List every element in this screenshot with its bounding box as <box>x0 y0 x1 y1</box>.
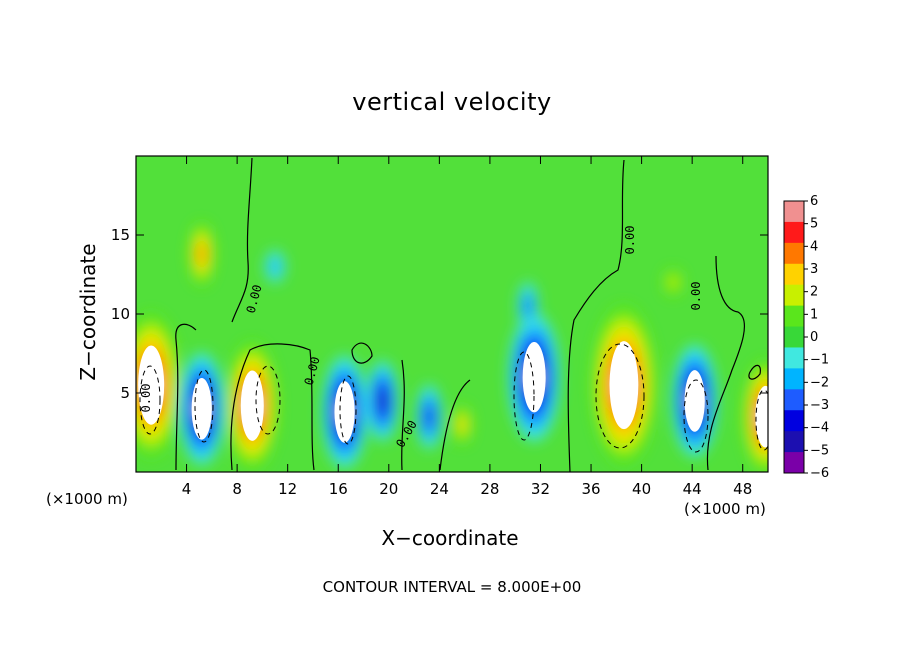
x-tick-label: 28 <box>480 480 499 498</box>
contour-ring-7 <box>755 389 768 451</box>
contour-ring-1 <box>194 369 214 443</box>
field-core-12 <box>755 385 768 448</box>
colorbar-tick-label: 3 <box>810 262 818 277</box>
colorbar-swatch <box>784 263 804 286</box>
zero-contour-1 <box>567 159 625 472</box>
zero-contour-2 <box>175 323 197 471</box>
y-tick-label: 10 <box>111 305 130 323</box>
contour-ring-0 <box>139 365 161 435</box>
colorbar-swatch <box>784 242 804 265</box>
y-axis-label: Z−coordinate <box>76 243 100 381</box>
x-tick-label: 4 <box>182 480 192 498</box>
velocity-field <box>136 156 768 472</box>
chart-title: vertical velocity <box>352 88 552 116</box>
x-tick-label: 24 <box>430 480 449 498</box>
x-unit-label-left: (×1000 m) <box>46 490 128 508</box>
x-tick-label: 16 <box>329 480 348 498</box>
colorbar-tick-label: 5 <box>810 217 818 232</box>
field-core-3 <box>240 370 264 441</box>
field-core-2 <box>191 378 212 440</box>
colorbar-swatch <box>784 221 804 244</box>
colorbar-swatch <box>784 347 804 369</box>
colorbar-tick-label: 4 <box>810 239 818 254</box>
contour-ring-2 <box>255 365 281 435</box>
y-axis: 5 10 15 <box>111 226 768 402</box>
colorbar-swatch <box>784 368 804 390</box>
colorbar-tick-label: 0 <box>810 330 818 345</box>
y-tick-label: 15 <box>111 226 130 244</box>
field-core-4 <box>334 381 355 443</box>
colorbar-swatch <box>784 452 804 474</box>
colorbar-swatch <box>784 410 804 432</box>
colorbar-tick-label: −2 <box>810 375 829 390</box>
x-tick-label: 44 <box>683 480 702 498</box>
colorbar-tick-label: −6 <box>810 466 829 481</box>
colorbar-swatch <box>784 326 804 348</box>
x-tick-label: 12 <box>278 480 297 498</box>
colorbar-swatch <box>784 389 804 411</box>
contour-ring-3 <box>339 375 357 445</box>
contour-ring-6 <box>683 379 709 453</box>
field-cell-14-2 <box>668 275 679 290</box>
field-core-10 <box>609 341 639 430</box>
x-tick-label: 20 <box>379 480 398 498</box>
contour-label: 0.00 <box>139 384 153 413</box>
field-cell-5-5 <box>379 392 386 409</box>
field-core-11 <box>684 370 705 432</box>
x-axis-label: X−coordinate <box>381 526 519 550</box>
contour-ring-5 <box>595 343 645 449</box>
zero-contour-6 <box>439 379 471 471</box>
x-axis: 4 8 12 16 20 24 28 32 36 40 44 48 <box>182 156 752 498</box>
y-tick-label: 5 <box>120 384 130 402</box>
contour-label: 0.00 <box>623 226 637 255</box>
zero-contour-5 <box>401 359 405 471</box>
contour-interval-note: CONTOUR INTERVAL = 8.000E+00 <box>322 578 582 596</box>
field-cell-13-2 <box>270 258 281 275</box>
x-tick-label: 32 <box>531 480 550 498</box>
field-cell-7-3 <box>458 417 466 432</box>
x-tick-label: 36 <box>581 480 600 498</box>
contour-label: 0.00 <box>689 282 703 311</box>
x-tick-label: 8 <box>232 480 242 498</box>
field-core-8 <box>522 342 546 413</box>
colorbar-tick-label: 2 <box>810 285 818 300</box>
x-tick-label: 48 <box>733 480 752 498</box>
zero-contour-8 <box>748 364 761 380</box>
colorbar-tick-label: −1 <box>810 353 829 368</box>
colorbar-tick-label: −4 <box>810 421 829 436</box>
colorbar-tick-label: 1 <box>810 307 818 322</box>
field-cell-6-4 <box>426 408 433 425</box>
colorbar-tick-label: −3 <box>810 398 829 413</box>
zero-contour-7 <box>351 342 373 364</box>
colorbar: 6 5 4 3 2 1 0 −1 −2 −3 −4 −5 −6 <box>783 194 829 481</box>
zero-contour-4 <box>706 255 746 471</box>
colorbar-swatch <box>784 431 804 453</box>
zero-contour-0 <box>231 157 253 323</box>
field-core-0 <box>138 345 165 425</box>
colorbar-swatch <box>784 284 804 307</box>
field-cell-1-4 <box>198 245 205 262</box>
colorbar-tick-label: −5 <box>810 443 829 458</box>
x-unit-label-right: (×1000 m) <box>684 500 766 518</box>
contour-ring-4 <box>513 351 535 441</box>
zero-contour-3 <box>230 343 315 471</box>
colorbar-swatch <box>784 305 804 328</box>
field-cell-9-3 <box>524 298 532 315</box>
colorbar-tick-label: 6 <box>810 194 818 209</box>
x-tick-label: 40 <box>632 480 651 498</box>
colorbar-swatch <box>784 201 804 223</box>
